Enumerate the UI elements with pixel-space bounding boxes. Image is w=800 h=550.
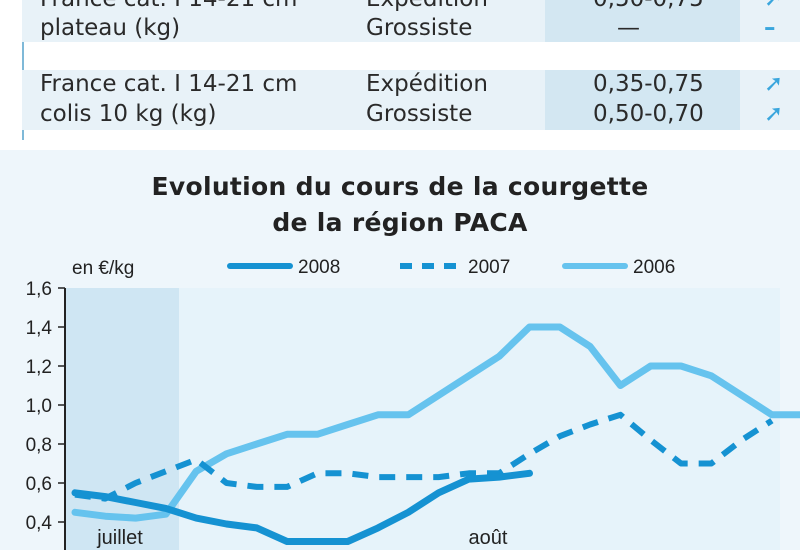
- series-line-2006: [71, 323, 800, 522]
- trend-cell: ➚ –: [740, 0, 800, 42]
- trend-up-icon: ➚: [764, 101, 784, 127]
- stage-cell: Expédition Grossiste: [320, 0, 545, 42]
- product-line: France cat. I 14-21 cm: [40, 71, 298, 97]
- product-line: colis 10 kg (kg): [40, 101, 217, 127]
- stage-line: Grossiste: [366, 15, 473, 41]
- trend-cell: ➚ ➚: [740, 70, 800, 130]
- table-row: France cat. I 14-21 cm colis 10 kg (kg) …: [22, 70, 800, 130]
- product-line: plateau (kg): [40, 15, 181, 41]
- y-tick-label: 1,6: [26, 279, 52, 300]
- product-line: France cat. I 14-21 cm: [40, 0, 297, 14]
- chart-title-line1: Evolution du cours de la courgette: [151, 172, 649, 201]
- y-tick-label: 0,8: [26, 435, 52, 456]
- price-line: —: [617, 15, 640, 41]
- trend-up-icon: ➚: [764, 0, 783, 14]
- legend-label-2006: 2006: [633, 257, 675, 278]
- stage-cell: Expédition Grossiste: [320, 70, 545, 130]
- table-row: France cat. I 14-21 cm plateau (kg) Expé…: [22, 0, 800, 42]
- stage-line: Grossiste: [366, 101, 473, 127]
- stage-line: Expédition: [366, 71, 488, 97]
- price-cell: 0,35-0,75 0,50-0,70: [545, 70, 740, 130]
- y-tick-label: 1,4: [26, 318, 53, 339]
- y-tick-label: 1,2: [26, 357, 52, 378]
- trend-up-icon: ➚: [764, 71, 784, 97]
- series-line-2008: [71, 469, 533, 545]
- price-line: 0,50-0,70: [593, 101, 704, 127]
- y-tick-label: 0,6: [26, 474, 52, 495]
- legend-label-2008: 2008: [298, 257, 340, 278]
- stage-line: Expédition: [366, 0, 488, 14]
- series-line-2007: [74, 411, 774, 502]
- y-tick-label: 0,4: [26, 513, 53, 534]
- product-cell: France cat. I 14-21 cm colis 10 kg (kg): [22, 70, 312, 130]
- chart-title-line2: de la région PACA: [272, 208, 528, 237]
- product-cell: France cat. I 14-21 cm plateau (kg): [22, 0, 312, 42]
- trend-flat-icon: –: [764, 15, 776, 41]
- x-segment-label-août: août: [469, 527, 508, 549]
- price-table: France cat. I 14-21 cm plateau (kg) Expé…: [0, 0, 800, 140]
- price-cell: 0,50-0,75 —: [545, 0, 740, 42]
- x-segment-label-juillet: juillet: [96, 527, 143, 549]
- legend-label-2007: 2007: [468, 257, 510, 278]
- price-line: 0,35-0,75: [593, 71, 704, 97]
- y-axis-label: en €/kg: [72, 258, 134, 279]
- price-line: 0,50-0,75: [593, 0, 704, 14]
- y-tick-label: 1,0: [26, 396, 52, 417]
